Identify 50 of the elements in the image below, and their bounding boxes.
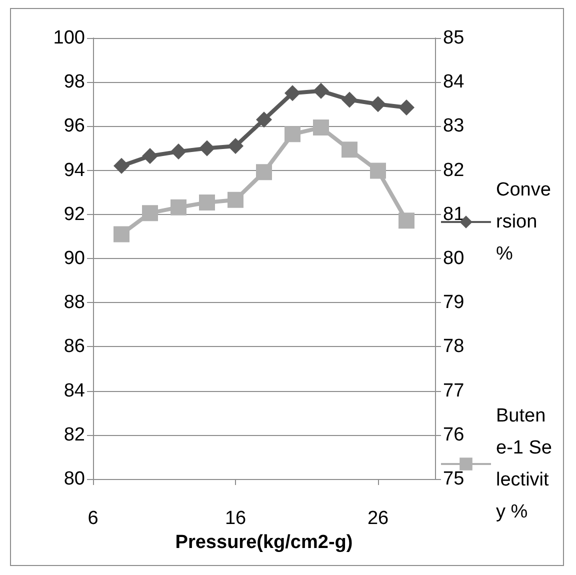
point [170, 144, 186, 160]
y2-tick-label: 75 [443, 468, 464, 490]
point [142, 148, 158, 164]
point [342, 92, 358, 108]
point [170, 199, 186, 216]
point [284, 85, 300, 102]
point [142, 205, 158, 222]
y2-tick-label: 77 [443, 380, 464, 402]
point [370, 162, 386, 179]
y-tick-label: 84 [64, 380, 86, 402]
point [342, 142, 358, 158]
y2-tick-label: 79 [443, 292, 464, 314]
point [199, 194, 215, 210]
x-tick-label: 26 [367, 508, 389, 529]
y2-tick-label: 82 [443, 160, 464, 181]
y-tick-label: 94 [64, 160, 86, 181]
y2-tick-label: 76 [443, 424, 464, 446]
y2-tick-label: 80 [443, 248, 464, 269]
y-tick-label: 80 [64, 468, 85, 490]
point [313, 120, 329, 136]
y-tick-label: 96 [64, 116, 85, 137]
y-tick-label: 86 [64, 336, 85, 358]
y-tick-label: 88 [64, 292, 85, 314]
y-tick-label: 98 [64, 72, 85, 93]
x-axis-title: Pressure(kg/cm2-g) [175, 532, 353, 553]
point [114, 158, 130, 174]
x-tick-label: 6 [88, 508, 98, 529]
point [284, 126, 300, 142]
point [313, 82, 329, 99]
y2-tick-label: 85 [443, 28, 464, 48]
point [228, 192, 244, 208]
point [370, 96, 386, 112]
y2-tick-label: 83 [443, 116, 464, 137]
y-tick-label: 90 [64, 248, 85, 269]
y2-tick-label: 81 [443, 204, 464, 225]
y-tick-label: 100 [53, 28, 85, 48]
y-tick-label: 82 [64, 424, 85, 446]
point [228, 138, 244, 154]
legend-label: Conversion % [496, 180, 551, 264]
y-tick-label: 92 [64, 204, 85, 225]
x-tick-label: 16 [224, 508, 246, 529]
point [398, 99, 414, 116]
point [114, 226, 130, 242]
y2-tick-label: 78 [443, 336, 464, 358]
point [199, 140, 215, 156]
y2-tick-label: 84 [443, 72, 465, 93]
point [256, 164, 272, 180]
point [398, 212, 414, 229]
legend-label: Butene-1 Selectivity % [496, 406, 552, 522]
point [256, 112, 272, 128]
